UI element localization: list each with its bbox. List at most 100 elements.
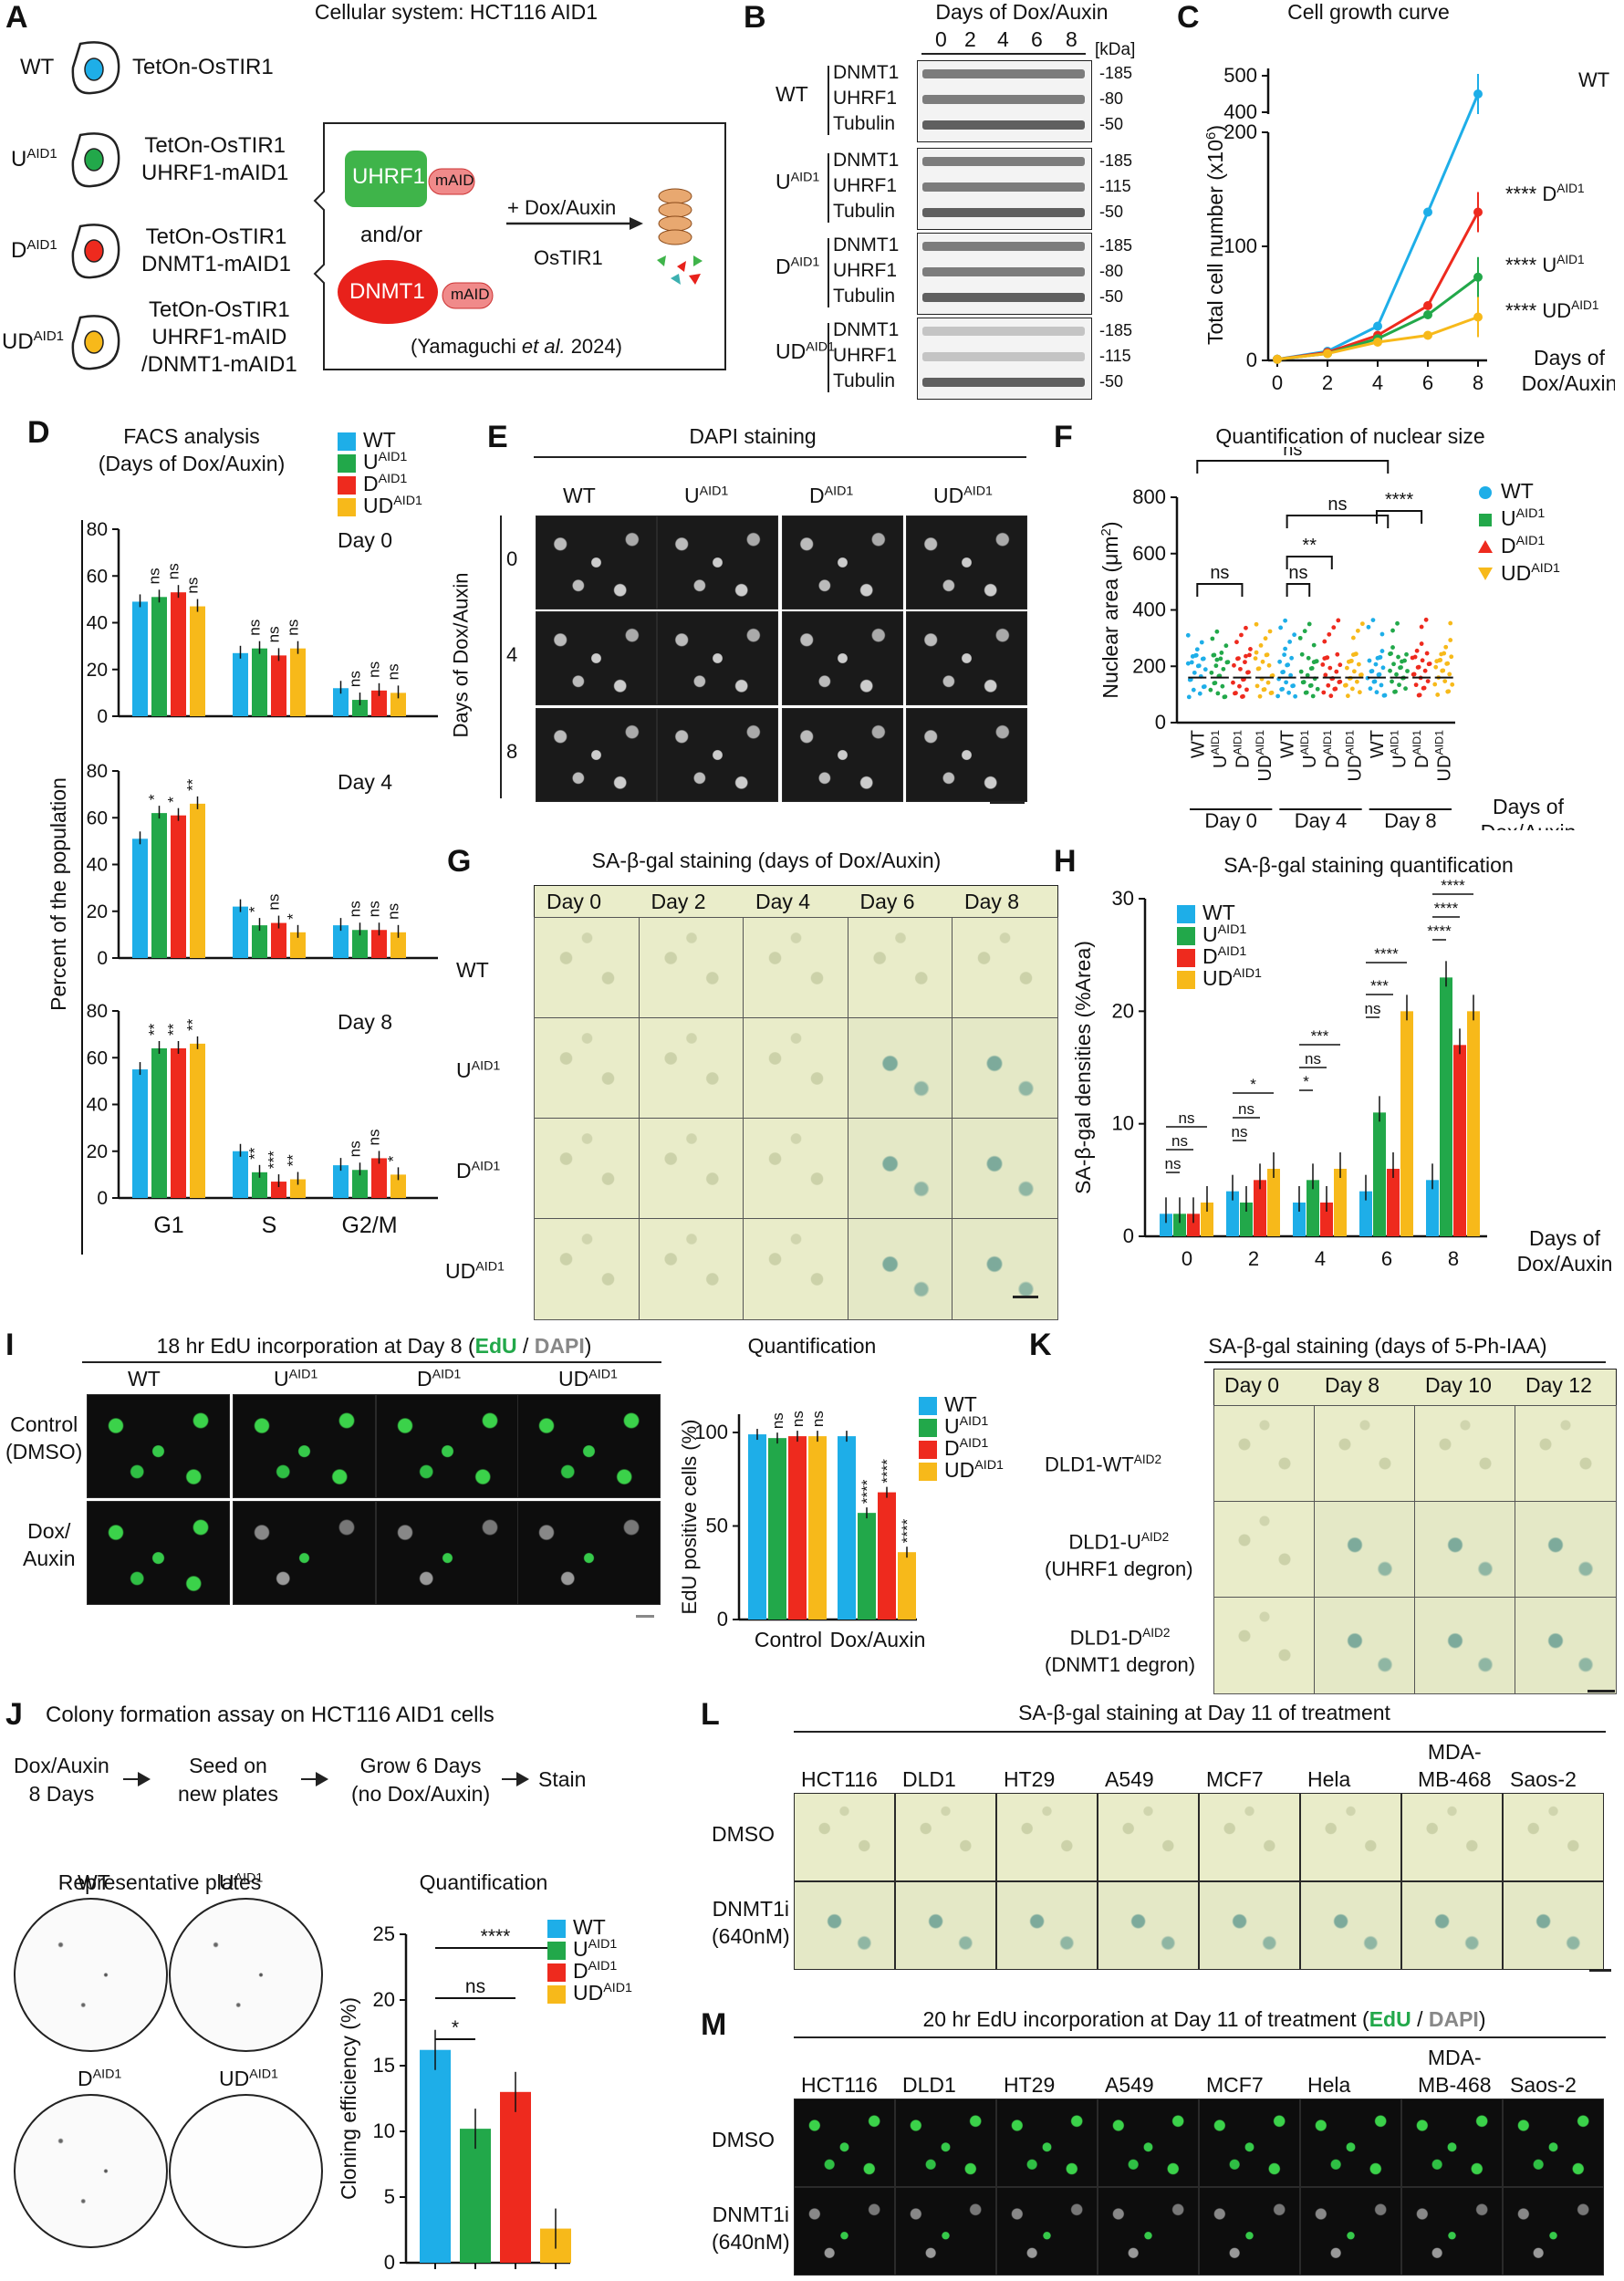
blot-band [922, 267, 1085, 276]
d-sig-label: ns [347, 671, 364, 687]
f-dot [1391, 661, 1396, 667]
d-sig-label: ** [184, 778, 202, 791]
row-ud-name: UDAID1 [2, 328, 65, 354]
edu-image [87, 1394, 230, 1498]
m-row-label: DMSO [712, 2128, 775, 2151]
h-sig-label: ns [1305, 1050, 1321, 1068]
f-dot [1286, 662, 1291, 668]
row-d-name: DAID1 [11, 237, 57, 263]
j-bar [500, 2091, 531, 2263]
h-sig-label: **** [1374, 945, 1399, 963]
f-dot [1399, 665, 1403, 670]
f-dot [1422, 668, 1428, 673]
edu-image [1300, 2187, 1401, 2276]
f-day-label: Day 0 [1204, 809, 1256, 830]
f-dot [1322, 639, 1327, 644]
i-sig-label: **** [859, 1479, 876, 1504]
dapi-image [657, 516, 778, 609]
legend-label: UDAID1 [944, 1458, 1004, 1482]
j-step-label: Dox/Auxin 8 Days [14, 1754, 109, 1806]
f-x-tick-label: DAID1 [1321, 730, 1343, 768]
panel-d-chart: Percent of the population WTUAID1DAID1UDA… [47, 429, 438, 1255]
f-dot [1424, 651, 1430, 656]
d-bar [252, 925, 267, 958]
kda-label: [kDa] [1095, 40, 1136, 59]
f-x-tick-label: DAID1 [1411, 730, 1432, 768]
blot-group-label: UDAID1 [776, 339, 835, 363]
j-y-tick-label: 5 [384, 2185, 395, 2208]
h-bar [1400, 1011, 1413, 1236]
d-sig-label: ** [246, 1147, 264, 1160]
f-dot [1212, 652, 1217, 658]
f-dot [1427, 661, 1432, 666]
c-x-axis-title: Dox/Auxin [1522, 371, 1615, 395]
g-row-label: WT [456, 958, 489, 982]
j-plate-label: WT [78, 1870, 110, 1894]
h-sig-label: * [1250, 1076, 1256, 1093]
dapi-image [782, 611, 903, 705]
legend-swatch [338, 454, 356, 473]
row-u-lines: TetOn-OsTIR1 UHRF1-mAID1 [141, 133, 289, 185]
f-y-tick-label: 600 [1132, 542, 1166, 565]
c-y-tick-label: 400 [1223, 100, 1257, 123]
f-dot [1214, 657, 1220, 662]
d-bar [390, 932, 406, 958]
legend-swatch [547, 1920, 566, 1938]
c-point [1423, 301, 1432, 310]
blot-group-label: WT [776, 82, 808, 106]
f-dot [1377, 672, 1382, 677]
sagal-image [534, 917, 640, 1019]
f-dot [1265, 652, 1270, 657]
panel-a-diagram [71, 41, 726, 370]
m-col-label: Hela [1307, 2073, 1351, 2097]
panel-m-title: 20 hr EdU incorporation at Day 11 of tre… [922, 2007, 1486, 2031]
f-sig-label: **** [1385, 490, 1413, 510]
f-x-tick-label: UAID1 [1298, 730, 1320, 768]
k-row-label: DLD1-DAID2 (DNMT1 degron) [1045, 1626, 1196, 1677]
f-dot [1390, 679, 1394, 684]
f-dot [1368, 686, 1373, 692]
j-step-label: Seed on new plates [178, 1754, 278, 1806]
h-bar [1440, 977, 1452, 1236]
legend-label: WT [1202, 901, 1235, 924]
f-dot [1311, 660, 1317, 665]
legend-label: WT [363, 429, 396, 452]
h-bar [1240, 1203, 1253, 1236]
f-dot [1299, 651, 1305, 657]
j-y-tick-label: 15 [373, 2054, 395, 2077]
f-dot [1199, 640, 1204, 645]
f-x-tick-label: UDAID1 [1254, 730, 1275, 782]
m-col-label: A549 [1105, 2073, 1154, 2097]
f-dot [1355, 628, 1360, 633]
d-y-tick-label: 80 [87, 519, 108, 540]
edu-image [517, 1394, 661, 1498]
d-bar [290, 648, 306, 716]
row-wt-name: WT [20, 55, 55, 79]
f-dot [1244, 653, 1248, 659]
edu-image [1199, 2099, 1300, 2187]
f-dot [1367, 658, 1372, 663]
blot-marker-label: -50 [1099, 203, 1124, 221]
d-bar [352, 1170, 368, 1198]
d-y-tick-label: 60 [87, 566, 108, 587]
citation: (Yamaguchi et al. 2024) [411, 335, 622, 358]
panel-e-title: DAPI staining [689, 424, 817, 448]
f-dot [1434, 659, 1440, 664]
l-col-label: MDA- MB-468 [1418, 1740, 1492, 1791]
sagal-image [1401, 1881, 1503, 1970]
sagal-image [743, 1017, 849, 1120]
f-dot [1331, 625, 1337, 630]
sagal-image [1414, 1501, 1516, 1599]
l-col-label: Saos-2 [1510, 1767, 1577, 1791]
blot-protein-label: UHRF1 [833, 260, 898, 281]
dapi-image [782, 516, 903, 609]
d-bar [352, 700, 368, 716]
h-x-axis-title: Days of [1529, 1226, 1601, 1250]
f-dot [1194, 647, 1200, 652]
f-dot [1214, 629, 1220, 634]
f-dot [1246, 670, 1251, 675]
panel-j-quant-title: Quantification [419, 1870, 548, 1894]
j-plate-label: UAID1 [219, 1870, 264, 1894]
f-dot [1326, 682, 1331, 688]
f-dot [1357, 690, 1362, 695]
